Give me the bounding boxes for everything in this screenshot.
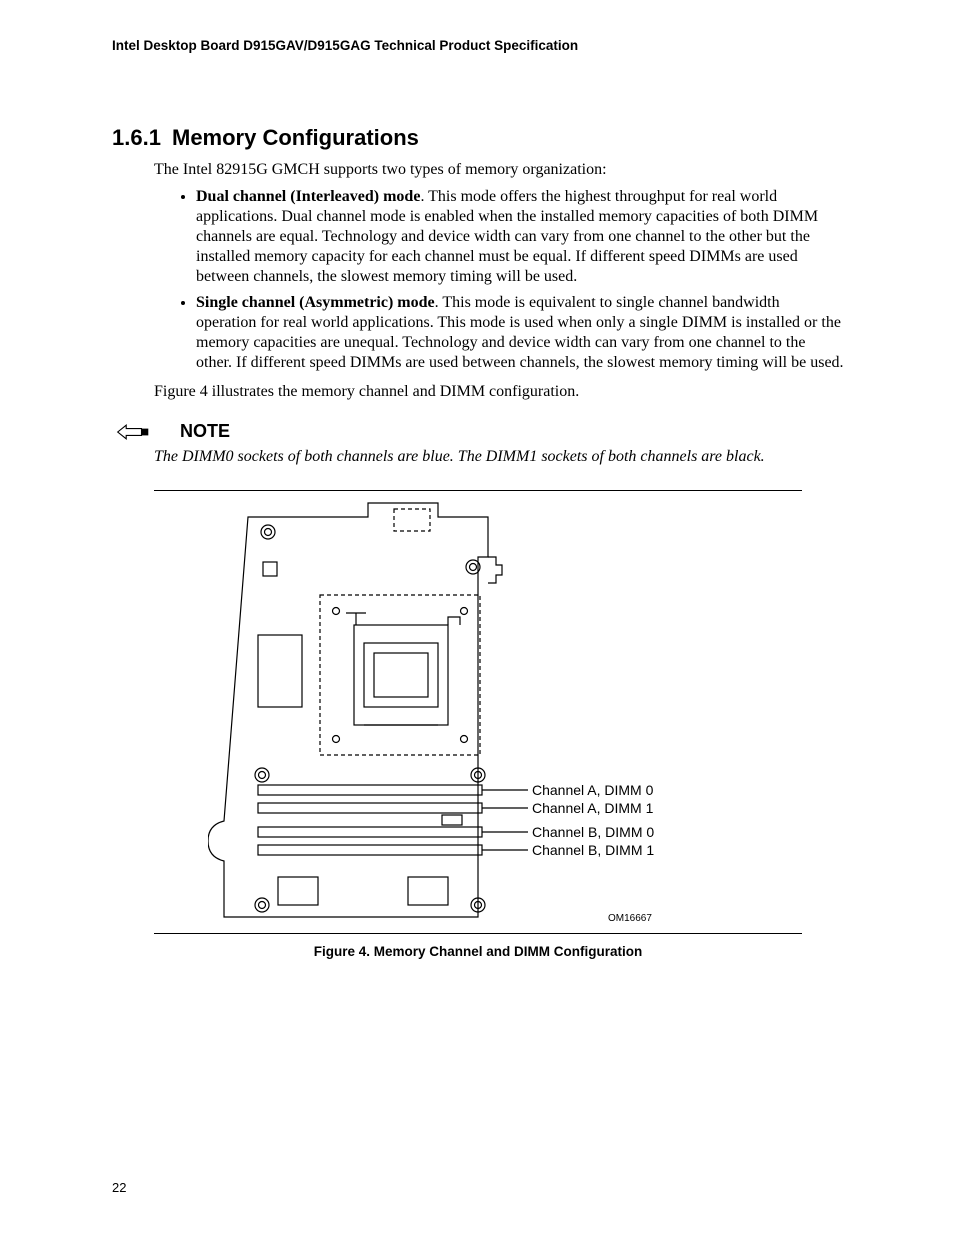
- dimm-label: Channel B, DIMM 0: [532, 824, 654, 840]
- dimm-label: Channel B, DIMM 1: [532, 842, 654, 858]
- board-diagram: Channel A, DIMM 0 Channel A, DIMM 1 Chan…: [208, 497, 748, 927]
- section-number: 1.6.1: [112, 125, 172, 151]
- dimm-label: Channel A, DIMM 0: [532, 782, 654, 798]
- list-item: Single channel (Asymmetric) mode. This m…: [196, 293, 844, 373]
- list-item-lead: Dual channel (Interleaved) mode: [196, 188, 420, 205]
- list-item: Dual channel (Interleaved) mode. This mo…: [196, 187, 844, 287]
- intro-paragraph: The Intel 82915G GMCH supports two types…: [154, 161, 844, 179]
- page-header: Intel Desktop Board D915GAV/D915GAG Tech…: [112, 38, 844, 53]
- note-heading: NOTE: [112, 421, 844, 442]
- mode-list: Dual channel (Interleaved) mode. This mo…: [172, 187, 844, 373]
- figure-caption: Figure 4. Memory Channel and DIMM Config…: [112, 944, 844, 959]
- note-label: NOTE: [180, 421, 230, 442]
- note-text: The DIMM0 sockets of both channels are b…: [154, 448, 844, 466]
- figure-container: Channel A, DIMM 0 Channel A, DIMM 1 Chan…: [154, 490, 802, 934]
- section-title: Memory Configurations: [172, 125, 419, 150]
- figure-ref-paragraph: Figure 4 illustrates the memory channel …: [154, 383, 844, 401]
- section-heading: 1.6.1Memory Configurations: [112, 125, 844, 151]
- om-label: OM16667: [608, 913, 652, 924]
- note-icon: [116, 422, 150, 442]
- list-item-lead: Single channel (Asymmetric) mode: [196, 294, 435, 311]
- dimm-label: Channel A, DIMM 1: [532, 800, 654, 816]
- page-number: 22: [112, 1180, 126, 1195]
